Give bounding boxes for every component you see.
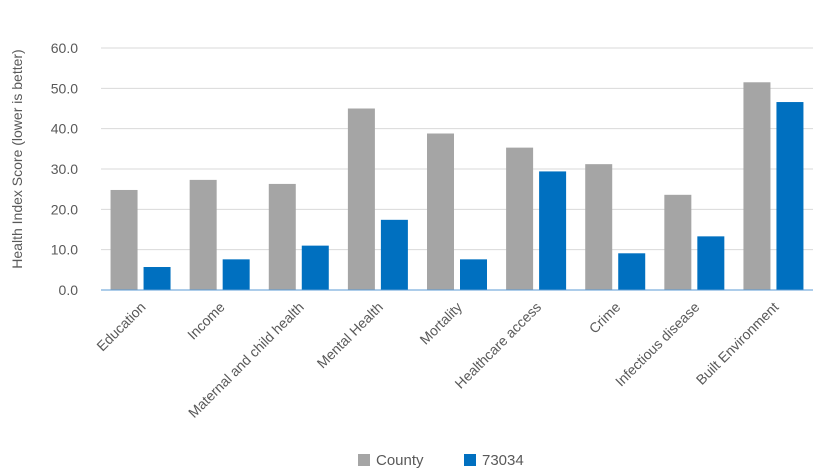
bar-zip (380, 219, 408, 290)
bar-county (347, 108, 375, 290)
y-tick-label: 60.0 (51, 40, 78, 56)
bars (110, 82, 804, 291)
bar-zip (460, 259, 487, 290)
y-tick-label: 40.0 (51, 121, 78, 137)
bar-county (506, 147, 534, 290)
y-tick-label: 10.0 (51, 242, 78, 258)
bar-county (585, 164, 613, 290)
gridlines (101, 47, 813, 251)
y-axis-title: Health Index Score (lower is better) (9, 49, 25, 268)
legend: County 73034 (358, 452, 524, 469)
legend-swatch (464, 454, 476, 466)
bar-zip (143, 267, 171, 290)
bar-zip (776, 102, 804, 291)
bar-county (664, 194, 692, 290)
x-tick-label: Infectious disease (612, 299, 703, 390)
bar-zip (539, 171, 567, 290)
y-tick-label: 50.0 (51, 80, 78, 96)
x-tick-label: Education (93, 299, 148, 354)
x-tick-label: Mortality (416, 299, 465, 348)
bar-zip (697, 236, 725, 290)
bar-county (110, 189, 138, 290)
bar-zip (222, 259, 250, 290)
x-tick-label: Built Environment (693, 299, 782, 388)
legend-label: 73034 (482, 452, 524, 469)
bar-zip (618, 253, 646, 290)
legend-swatch (358, 454, 370, 466)
bar-county (427, 133, 454, 290)
x-tick-label: Mental Health (314, 299, 386, 371)
bar-county (189, 179, 217, 290)
y-tick-label: 20.0 (51, 201, 78, 217)
y-axis-ticks: 0.0 10.0 20.0 30.0 40.0 50.0 60.0 (51, 40, 78, 298)
bar-zip (301, 245, 329, 290)
legend-label: County (376, 452, 424, 469)
y-tick-label: 30.0 (51, 161, 78, 177)
y-tick-label: 0.0 (59, 282, 79, 298)
bar-county (268, 183, 296, 290)
x-tick-label: Healthcare access (451, 299, 544, 392)
x-tick-label: Income (184, 299, 228, 343)
bar-county (743, 82, 771, 291)
x-tick-label: Crime (586, 299, 624, 337)
